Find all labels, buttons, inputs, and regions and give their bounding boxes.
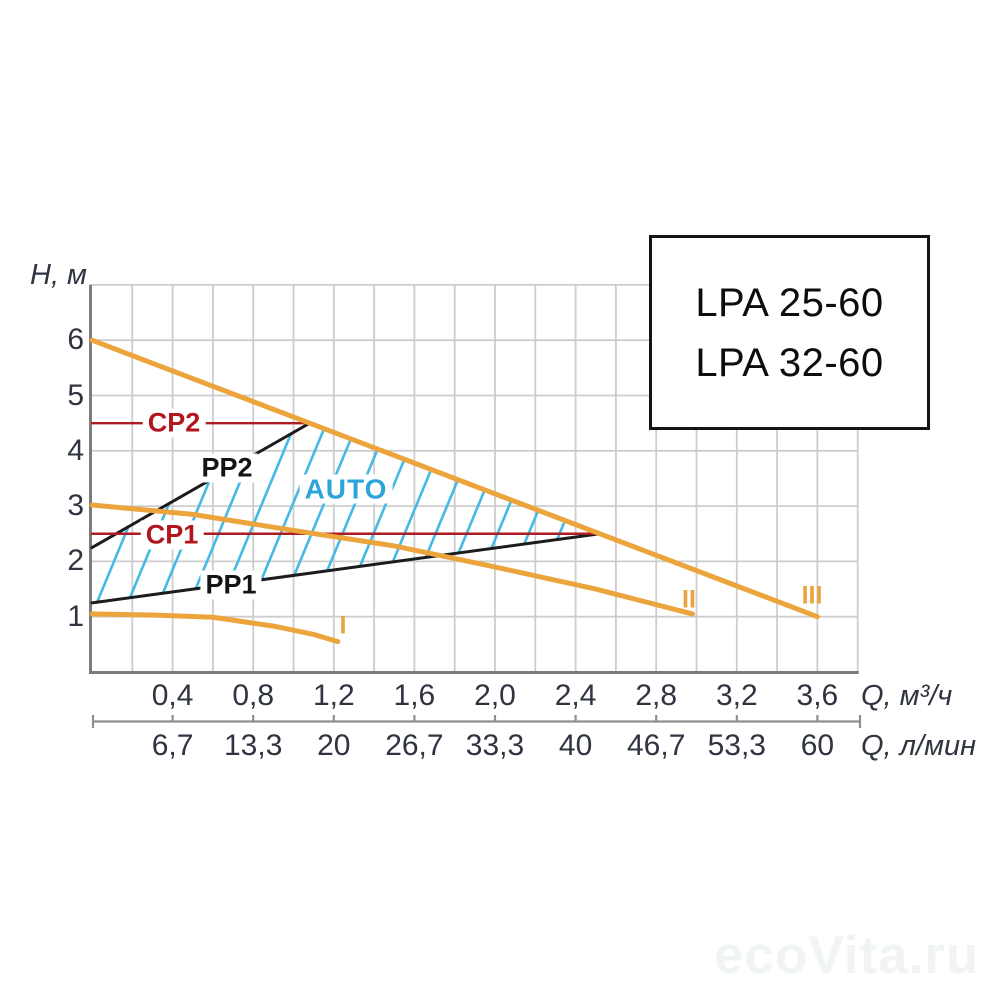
curve-speed-III [89, 337, 820, 620]
x-axis-unit-lmin: Q, л/мин [861, 730, 977, 762]
curve-speed-I [89, 611, 341, 645]
model-legend-box: LPA 25-60 LPA 32-60 [649, 235, 930, 430]
y-tick-label: 4 [67, 433, 84, 467]
label-cp2: CP2 [142, 408, 206, 438]
x-tick-label-m3h: 2,0 [474, 679, 516, 712]
label-pp2: PP2 [196, 453, 258, 483]
y-tick-label: 1 [67, 599, 84, 633]
x-tick-label-lmin: 6,7 [151, 729, 194, 762]
watermark: ecoVita.ru [714, 926, 980, 985]
x-tick-label-m3h: 1,2 [312, 679, 355, 712]
x-tick-label-m3h: 2,8 [635, 679, 678, 712]
curve-speed-II [89, 502, 695, 617]
x-tick-label-m3h: 0,4 [151, 679, 194, 712]
axis-lines [89, 284, 859, 674]
x-tick-label-lmin: 53,3 [707, 729, 766, 762]
label-speed-2: II [682, 585, 696, 614]
x-tick-label-lmin: 33,3 [465, 729, 525, 762]
model-name-2: LPA 32-60 [695, 340, 884, 385]
x-tick-label-m3h: 3,2 [715, 679, 758, 712]
x-tick-label-lmin: 46,7 [626, 729, 686, 762]
label-cp1: CP1 [140, 520, 204, 550]
y-axis-title: H, м [30, 259, 87, 291]
y-tick-label: 6 [67, 323, 84, 357]
y-tick-label: 2 [67, 544, 84, 578]
model-name-1: LPA 25-60 [695, 280, 884, 325]
lmin-ruler [91, 715, 862, 728]
x-axis-unit-m3h: Q, м³/ч [861, 680, 953, 712]
curve-PP2 [90, 421, 312, 550]
x-tick-label-lmin: 60 [800, 729, 835, 762]
label-auto-region: AUTO [299, 474, 393, 504]
x-tick-label-lmin: 26,7 [385, 729, 444, 762]
x-tick-label-lmin: 40 [558, 729, 593, 762]
gridlines [90, 283, 859, 672]
label-pp1: PP1 [200, 570, 262, 600]
y-tick-label: 3 [67, 489, 84, 523]
x-tick-label-lmin: 13,3 [223, 729, 283, 762]
x-tick-label-m3h: 2,4 [554, 679, 597, 712]
label-speed-3: III [801, 581, 823, 610]
x-tick-label-m3h: 1,6 [393, 679, 436, 712]
x-tick-label-m3h: 3,6 [796, 679, 839, 712]
x-tick-label-lmin: 20 [317, 729, 351, 762]
label-speed-1: I [339, 611, 347, 640]
y-tick-label: 5 [67, 378, 84, 412]
x-tick-label-m3h: 0,8 [232, 679, 275, 712]
curve-PP1 [90, 532, 602, 605]
